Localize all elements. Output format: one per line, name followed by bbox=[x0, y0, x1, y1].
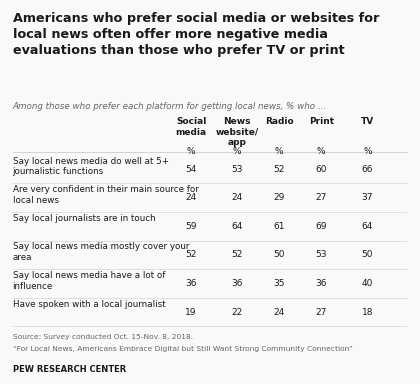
Text: Source: Survey conducted Oct. 15-Nov. 8, 2018.: Source: Survey conducted Oct. 15-Nov. 8,… bbox=[13, 334, 193, 340]
Text: Americans who prefer social media or websites for
local news often offer more ne: Americans who prefer social media or web… bbox=[13, 12, 379, 57]
Text: 66: 66 bbox=[362, 165, 373, 174]
Text: Are very confident in their main source for
local news: Are very confident in their main source … bbox=[13, 185, 199, 205]
Text: Among those who prefer each platform for getting local news, % who ...: Among those who prefer each platform for… bbox=[13, 102, 327, 111]
Text: 61: 61 bbox=[273, 222, 285, 231]
Text: 18: 18 bbox=[362, 308, 373, 316]
Text: Say local journalists are in touch: Say local journalists are in touch bbox=[13, 214, 155, 223]
Text: 36: 36 bbox=[315, 279, 327, 288]
Text: PEW RESEARCH CENTER: PEW RESEARCH CENTER bbox=[13, 365, 126, 374]
Text: 24: 24 bbox=[274, 308, 285, 316]
Text: 53: 53 bbox=[315, 250, 327, 259]
Text: 19: 19 bbox=[185, 308, 197, 316]
Text: 54: 54 bbox=[185, 165, 197, 174]
Text: Print: Print bbox=[309, 117, 334, 126]
Text: 59: 59 bbox=[185, 222, 197, 231]
Text: Radio: Radio bbox=[265, 117, 294, 126]
Text: 53: 53 bbox=[231, 165, 243, 174]
Text: %: % bbox=[363, 147, 372, 156]
Text: 60: 60 bbox=[315, 165, 327, 174]
Text: 50: 50 bbox=[273, 250, 285, 259]
Text: Say local news media have a lot of
influence: Say local news media have a lot of influ… bbox=[13, 271, 165, 291]
Text: %: % bbox=[233, 147, 241, 156]
Text: 52: 52 bbox=[231, 250, 243, 259]
Text: 37: 37 bbox=[362, 193, 373, 202]
Text: 29: 29 bbox=[273, 193, 285, 202]
Text: 35: 35 bbox=[273, 279, 285, 288]
Text: 64: 64 bbox=[231, 222, 243, 231]
Text: %: % bbox=[187, 147, 195, 156]
Text: %: % bbox=[275, 147, 284, 156]
Text: 52: 52 bbox=[273, 165, 285, 174]
Text: 64: 64 bbox=[362, 222, 373, 231]
Text: 40: 40 bbox=[362, 279, 373, 288]
Text: Say local news media mostly cover your
area: Say local news media mostly cover your a… bbox=[13, 243, 189, 262]
Text: 27: 27 bbox=[315, 308, 327, 316]
Text: “For Local News, Americans Embrace Digital but Still Want Strong Community Conne: “For Local News, Americans Embrace Digit… bbox=[13, 346, 352, 352]
Text: 36: 36 bbox=[185, 279, 197, 288]
Text: 24: 24 bbox=[186, 193, 197, 202]
Text: Say local news media do well at 5+
journalistic functions: Say local news media do well at 5+ journ… bbox=[13, 157, 168, 176]
Text: 36: 36 bbox=[231, 279, 243, 288]
Text: TV: TV bbox=[361, 117, 374, 126]
Text: Have spoken with a local journalist: Have spoken with a local journalist bbox=[13, 300, 165, 309]
Text: 22: 22 bbox=[232, 308, 243, 316]
Text: %: % bbox=[317, 147, 326, 156]
Text: 69: 69 bbox=[315, 222, 327, 231]
Text: 27: 27 bbox=[315, 193, 327, 202]
Text: 24: 24 bbox=[232, 193, 243, 202]
Text: 50: 50 bbox=[362, 250, 373, 259]
Text: Social
media: Social media bbox=[176, 117, 207, 137]
Text: News
website/
app: News website/ app bbox=[216, 117, 259, 147]
Text: 52: 52 bbox=[185, 250, 197, 259]
